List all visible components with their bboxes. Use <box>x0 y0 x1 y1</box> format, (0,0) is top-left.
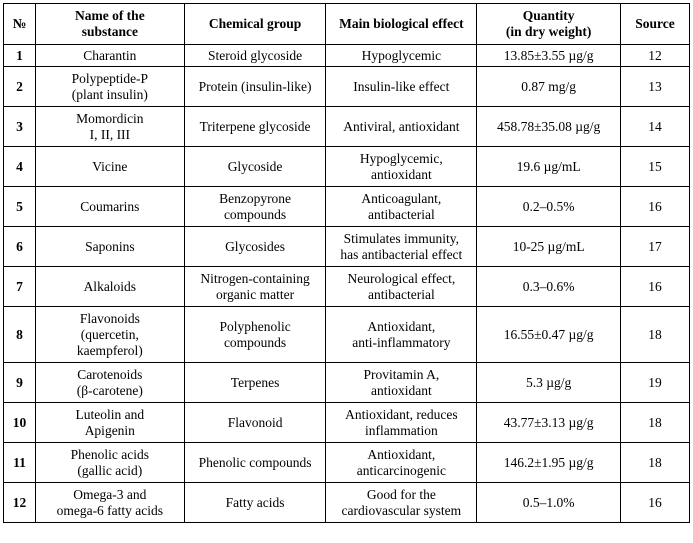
table-row: 3 Momordicin I, II, III Triterpene glyco… <box>3 106 690 147</box>
source-cell: 18 <box>620 442 690 483</box>
effect-cell: Antiviral, antioxidant <box>325 106 478 147</box>
effect-cell: Hypoglycemic <box>325 44 478 67</box>
row-number: 10 <box>3 402 36 443</box>
group-cell: Fatty acids <box>183 482 327 523</box>
row-number: 11 <box>3 442 36 483</box>
substance-cell: Momordicin I, II, III <box>34 106 185 147</box>
quantity-cell: 146.2±1.95 µg/g <box>476 442 622 483</box>
source-cell: 19 <box>620 362 690 403</box>
group-cell: Steroid glycoside <box>183 44 327 67</box>
table-row: 4 Vicine Glycoside Hypoglycemic, antioxi… <box>3 146 690 187</box>
source-cell: 17 <box>620 226 690 267</box>
effect-cell: Anticoagulant, antibacterial <box>325 186 478 227</box>
group-cell: Nitrogen-containing organic matter <box>183 266 327 307</box>
row-number: 7 <box>3 266 36 307</box>
source-cell: 14 <box>620 106 690 147</box>
source-cell: 13 <box>620 66 690 107</box>
substance-cell: Luteolin and Apigenin <box>34 402 185 443</box>
row-number: 12 <box>3 482 36 523</box>
quantity-cell: 0.2–0.5% <box>476 186 622 227</box>
substance-cell: Phenolic acids (gallic acid) <box>34 442 185 483</box>
table-row: 12 Omega-3 and omega-6 fatty acids Fatty… <box>3 482 690 523</box>
group-cell: Triterpene glycoside <box>183 106 327 147</box>
effect-cell: Stimulates immunity, has antibacterial e… <box>325 226 478 267</box>
row-number: 3 <box>3 106 36 147</box>
row-number: 4 <box>3 146 36 187</box>
row-number: 1 <box>3 44 36 67</box>
effect-cell: Antioxidant, anti-inflammatory <box>325 306 478 363</box>
group-cell: Glycoside <box>183 146 327 187</box>
quantity-cell: 5.3 µg/g <box>476 362 622 403</box>
table-row: 10 Luteolin and Apigenin Flavonoid Antio… <box>3 402 690 443</box>
group-cell: Flavonoid <box>183 402 327 443</box>
source-cell: 18 <box>620 306 690 363</box>
substance-cell: Saponins <box>34 226 185 267</box>
group-cell: Polyphenolic compounds <box>183 306 327 363</box>
substance-cell: Vicine <box>34 146 185 187</box>
table-row: 7 Alkaloids Nitrogen-containing organic … <box>3 266 690 307</box>
compound-table: № Name of the substance Chemical group M… <box>3 3 690 523</box>
header-number: № <box>3 3 36 45</box>
effect-cell: Hypoglycemic, antioxidant <box>325 146 478 187</box>
quantity-cell: 19.6 µg/mL <box>476 146 622 187</box>
header-quantity: Quantity (in dry weight) <box>476 3 622 45</box>
effect-cell: Provitamin A, antioxidant <box>325 362 478 403</box>
header-source: Source <box>620 3 690 45</box>
header-biological-effect: Main biological effect <box>325 3 478 45</box>
substance-cell: Carotenoids (β-carotene) <box>34 362 185 403</box>
substance-cell: Charantin <box>34 44 185 67</box>
row-number: 6 <box>3 226 36 267</box>
effect-cell: Neurological effect, antibacterial <box>325 266 478 307</box>
group-cell: Phenolic compounds <box>183 442 327 483</box>
substance-cell: Alkaloids <box>34 266 185 307</box>
table-row: 2 Polypeptide-P (plant insulin) Protein … <box>3 66 690 107</box>
substance-cell: Omega-3 and omega-6 fatty acids <box>34 482 185 523</box>
quantity-cell: 0.87 mg/g <box>476 66 622 107</box>
source-cell: 16 <box>620 482 690 523</box>
row-number: 5 <box>3 186 36 227</box>
quantity-cell: 0.5–1.0% <box>476 482 622 523</box>
group-cell: Terpenes <box>183 362 327 403</box>
source-cell: 18 <box>620 402 690 443</box>
effect-cell: Antioxidant, anticarcinogenic <box>325 442 478 483</box>
header-chemical-group: Chemical group <box>183 3 327 45</box>
substance-cell: Flavonoids (quercetin, kaempferol) <box>34 306 185 363</box>
substance-cell: Coumarins <box>34 186 185 227</box>
source-cell: 16 <box>620 186 690 227</box>
table-row: 8 Flavonoids (quercetin, kaempferol) Pol… <box>3 306 690 363</box>
row-number: 8 <box>3 306 36 363</box>
table-row: 6 Saponins Glycosides Stimulates immunit… <box>3 226 690 267</box>
quantity-cell: 458.78±35.08 µg/g <box>476 106 622 147</box>
header-substance: Name of the substance <box>34 3 185 45</box>
substance-cell: Polypeptide-P (plant insulin) <box>34 66 185 107</box>
quantity-cell: 10-25 µg/mL <box>476 226 622 267</box>
effect-cell: Good for the cardiovascular system <box>325 482 478 523</box>
table-row: 5 Coumarins Benzopyrone compounds Antico… <box>3 186 690 227</box>
compound-table-container: № Name of the substance Chemical group M… <box>3 3 690 523</box>
table-row: 11 Phenolic acids (gallic acid) Phenolic… <box>3 442 690 483</box>
effect-cell: Antioxidant, reduces inflammation <box>325 402 478 443</box>
effect-cell: Insulin-like effect <box>325 66 478 107</box>
header-row: № Name of the substance Chemical group M… <box>3 3 690 45</box>
source-cell: 16 <box>620 266 690 307</box>
table-row: 9 Carotenoids (β-carotene) Terpenes Prov… <box>3 362 690 403</box>
quantity-cell: 0.3–0.6% <box>476 266 622 307</box>
quantity-cell: 16.55±0.47 µg/g <box>476 306 622 363</box>
quantity-cell: 43.77±3.13 µg/g <box>476 402 622 443</box>
table-row: 1 Charantin Steroid glycoside Hypoglycem… <box>3 44 690 67</box>
source-cell: 15 <box>620 146 690 187</box>
group-cell: Benzopyrone compounds <box>183 186 327 227</box>
quantity-cell: 13.85±3.55 µg/g <box>476 44 622 67</box>
row-number: 2 <box>3 66 36 107</box>
source-cell: 12 <box>620 44 690 67</box>
row-number: 9 <box>3 362 36 403</box>
group-cell: Glycosides <box>183 226 327 267</box>
group-cell: Protein (insulin-like) <box>183 66 327 107</box>
